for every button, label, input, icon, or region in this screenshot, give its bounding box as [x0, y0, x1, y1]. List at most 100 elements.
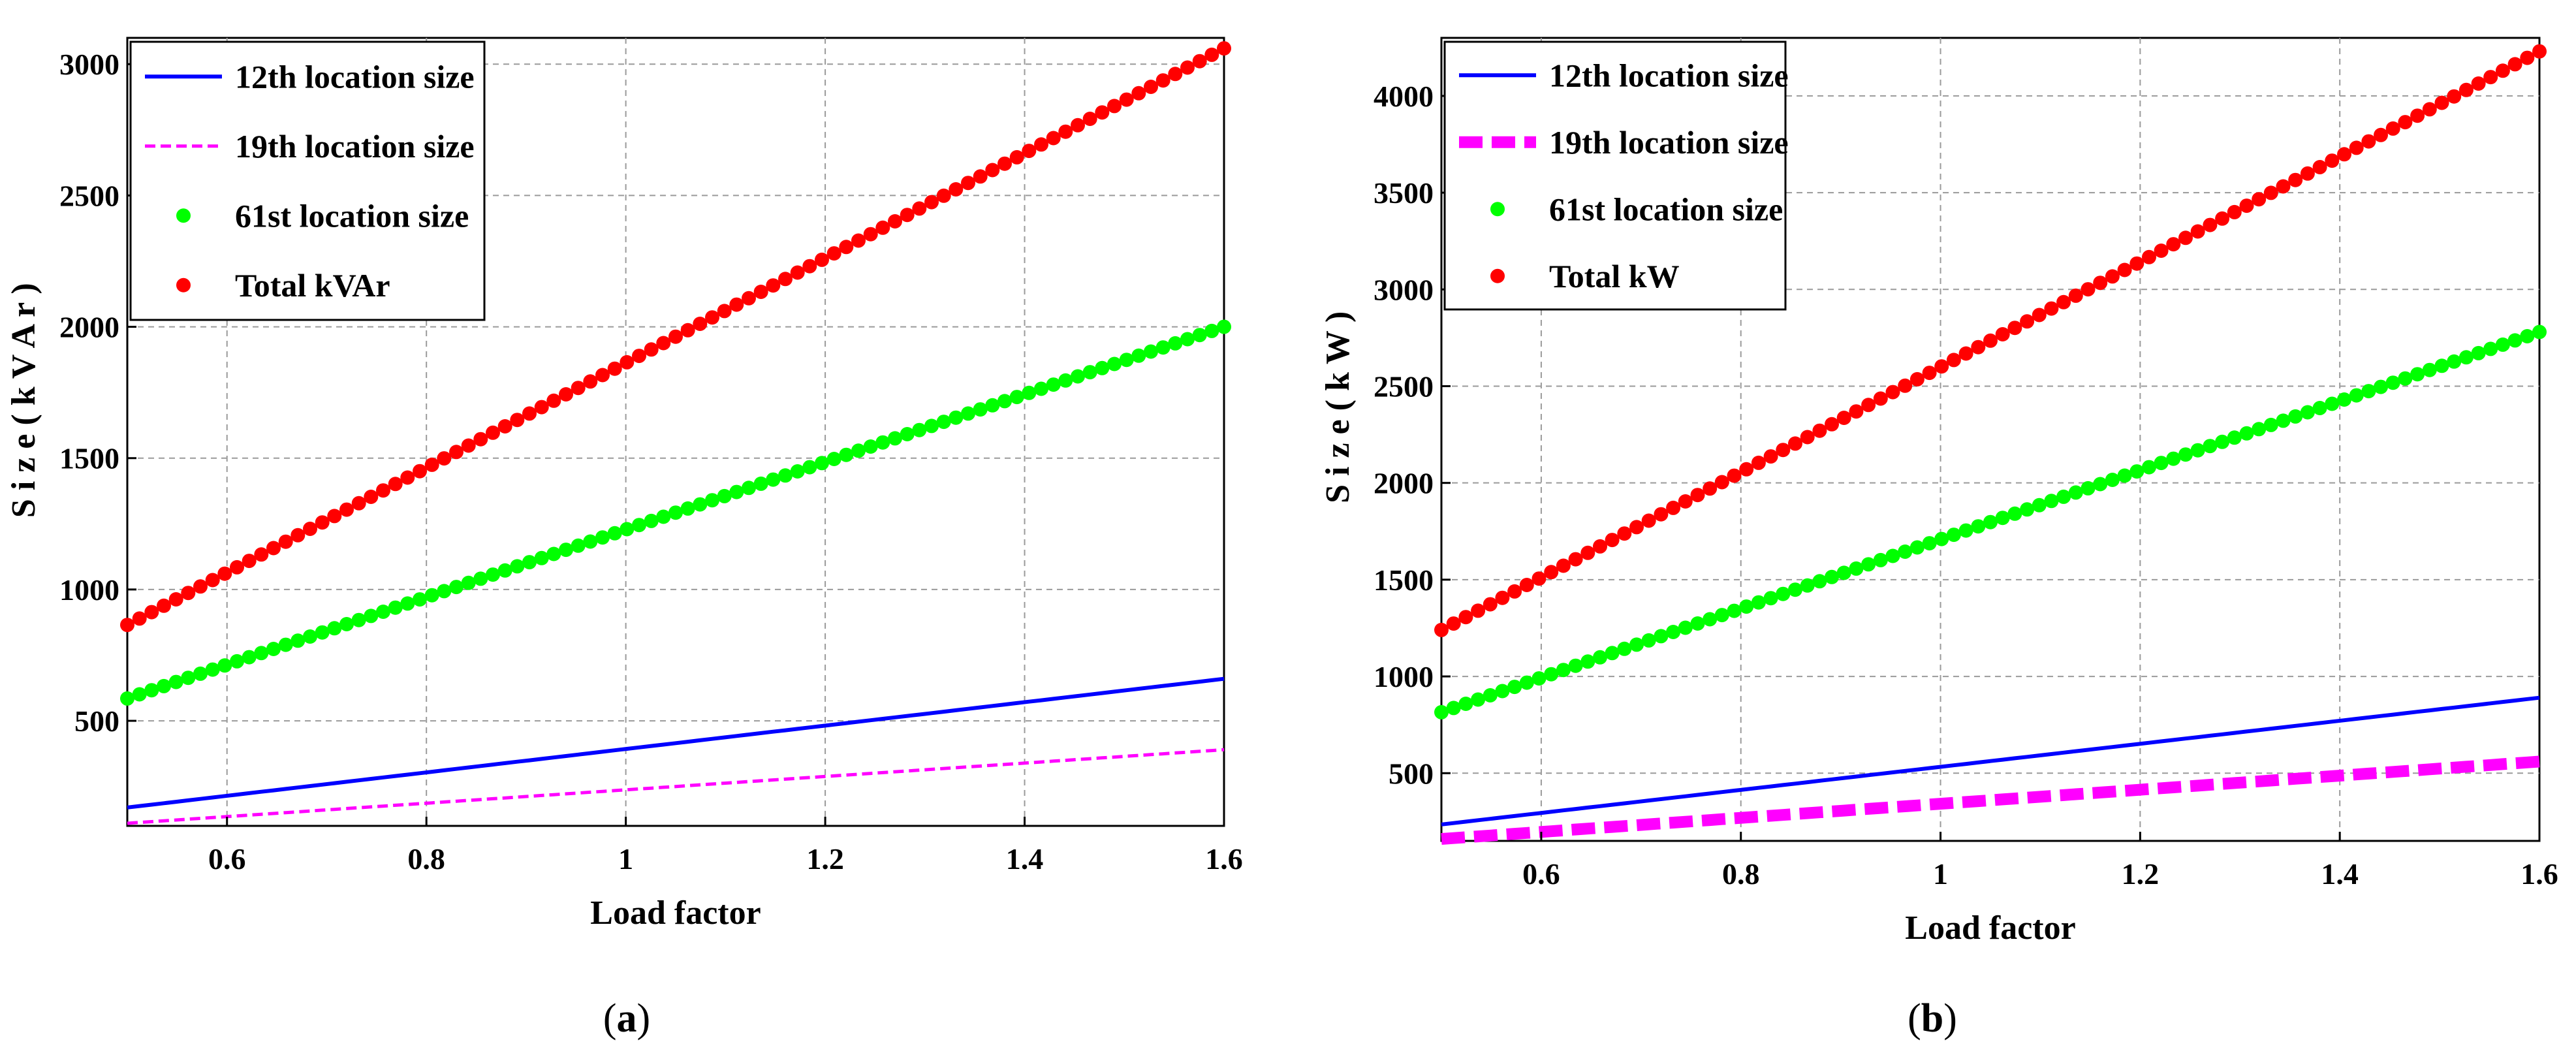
- chart-a: 0.6 0.8 1 1.2 1.4 1.650010001500200025003000 …: [5, 37, 1243, 1041]
- data-point: [181, 670, 196, 686]
- data-point: [2129, 464, 2144, 479]
- legend-box: [1443, 40, 1787, 311]
- data-point: [2495, 63, 2510, 78]
- data-point: [473, 571, 488, 586]
- data-point: [1763, 449, 1778, 464]
- data-point: [1531, 671, 1547, 686]
- chart-b: 0.6 0.8 1 1.2 1.4 1.6 500 1000 1500 2000 2500 3000 3…: [1319, 37, 2558, 1041]
- data-point: [2239, 198, 2254, 213]
- x-tick-label: 1: [1933, 857, 1948, 891]
- data-point: [327, 621, 342, 636]
- data-point: [2093, 276, 2108, 291]
- data-point: [1605, 533, 1620, 548]
- data-point: [2520, 329, 2535, 343]
- x-tick-label: 1.4: [1006, 842, 1044, 876]
- data-point: [2032, 497, 2047, 513]
- data-point: [1922, 536, 1937, 551]
- data-point: [339, 502, 354, 517]
- data-point: [400, 596, 415, 611]
- data-point: [1204, 323, 1219, 338]
- y-tick-label: 3000: [1374, 273, 1434, 306]
- data-point: [2044, 301, 2059, 316]
- data-point: [254, 547, 269, 562]
- legend-label: 19th location size: [1549, 124, 1789, 161]
- data-point: [1825, 417, 1839, 432]
- data-point: [2007, 321, 2022, 336]
- data-point: [826, 246, 841, 261]
- data-point: [680, 323, 695, 338]
- data-point: [839, 240, 854, 255]
- data-point: [1751, 595, 1766, 610]
- data-point: [2056, 489, 2071, 504]
- data-point: [364, 608, 379, 623]
- data-point: [2288, 172, 2303, 187]
- data-point: [2129, 256, 2144, 271]
- series-12th-location-size: [127, 676, 1225, 810]
- data-point: [973, 169, 988, 184]
- x-axis-label-a: Load factor: [590, 894, 761, 932]
- data-point: [1873, 391, 1888, 406]
- data-point: [1009, 150, 1024, 165]
- data-point: [1180, 60, 1195, 75]
- data-point: [132, 611, 147, 626]
- y-tick-label: 2000: [1374, 467, 1434, 500]
- data-point: [1654, 629, 1669, 644]
- data-point: [1495, 590, 1510, 605]
- y-tick-label: 2000: [59, 311, 119, 344]
- y-axis-label-b: S i z e ( k W ): [1319, 311, 1357, 503]
- data-point: [2190, 443, 2205, 458]
- data-point: [924, 418, 939, 434]
- x-tick-label: 1.2: [2122, 857, 2160, 891]
- data-point: [1703, 481, 1718, 496]
- data-point: [1641, 513, 1656, 528]
- data-point: [2020, 502, 2035, 517]
- data-point: [315, 625, 330, 640]
- data-point: [1446, 701, 1461, 716]
- data-point: [900, 427, 915, 441]
- data-point: [132, 687, 147, 702]
- data-point: [595, 368, 610, 383]
- data-point: [900, 208, 915, 223]
- x-tick-label: 0.8: [1722, 857, 1760, 891]
- data-point: [1690, 488, 1705, 503]
- data-point: [254, 646, 269, 661]
- data-point: [1593, 650, 1607, 665]
- data-point: [2263, 417, 2278, 432]
- data-point: [912, 422, 927, 437]
- data-point: [851, 233, 866, 248]
- data-point: [1095, 360, 1110, 375]
- data-point: [2447, 89, 2462, 104]
- data-point: [2422, 362, 2437, 377]
- x-tick-label: 1: [618, 842, 633, 876]
- data-point: [2215, 434, 2230, 449]
- data-point: [985, 398, 1000, 413]
- data-point: [2020, 314, 2035, 329]
- data-point: [1971, 519, 1986, 534]
- data-point: [1046, 131, 1061, 146]
- data-point: [1144, 80, 1158, 94]
- data-point: [2166, 237, 2181, 252]
- data-point: [753, 285, 768, 299]
- data-point: [644, 513, 659, 528]
- data-point: [863, 227, 878, 242]
- data-point: [1666, 625, 1681, 639]
- data-point: [2203, 439, 2218, 454]
- data-point: [1739, 462, 1754, 477]
- data-point: [1217, 41, 1231, 56]
- data-point: [607, 526, 622, 541]
- data-point: [1507, 680, 1522, 695]
- data-point: [1836, 565, 1851, 580]
- data-point: [1690, 616, 1705, 631]
- data-point: [729, 297, 744, 312]
- data-point: [2288, 409, 2303, 424]
- data-point: [2068, 288, 2083, 303]
- data-point: [1155, 73, 1170, 88]
- data-point: [595, 530, 610, 545]
- data-point: [1836, 411, 1851, 425]
- legend-label: 61st location size: [235, 197, 469, 234]
- data-point: [546, 393, 561, 408]
- data-point: [559, 543, 573, 558]
- data-point: [1678, 620, 1693, 635]
- x-tick-label: 1.6: [1205, 842, 1243, 876]
- data-point: [1898, 378, 1913, 393]
